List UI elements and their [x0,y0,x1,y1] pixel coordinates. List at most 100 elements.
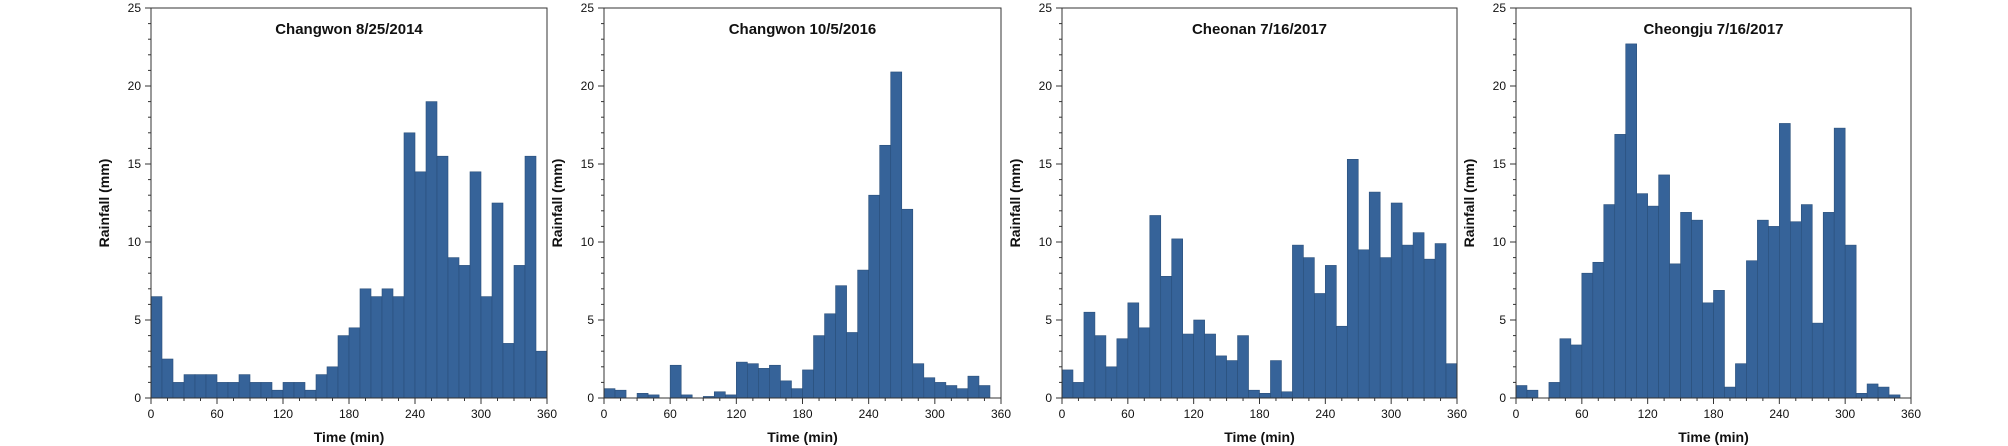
y-axis-label: Rainfall (mm) [1461,159,1477,248]
bar [535,350,548,399]
bar [1855,393,1868,399]
bar [1768,226,1780,399]
bar [1303,257,1315,399]
bar [337,335,350,399]
bar [879,144,892,399]
chart-panel-2: 0 5 10 15 20 25 0 60 120 180 240 300 360 Changwon 10/… [549,1,1011,445]
bar [1526,389,1539,399]
bar [736,361,748,399]
bar [669,364,682,399]
bar [491,202,504,399]
y-axis-label: Rainfall (mm) [96,159,112,248]
bar [194,374,207,399]
bar [436,155,449,399]
bar [824,313,836,399]
bar [150,296,163,399]
bar [403,132,416,399]
bar [1105,366,1118,399]
bar [1713,290,1725,399]
y-tick-label: 10 [1039,235,1053,249]
bar [923,377,936,399]
bar [747,363,759,399]
bar [1691,219,1703,399]
bar [1724,386,1736,399]
y-tick-label: 5 [587,313,594,327]
bar [1204,333,1216,399]
bar [469,171,482,399]
bar [1877,386,1890,399]
y-tick-label: 20 [1039,79,1053,93]
bar [392,296,405,399]
bar [1193,319,1205,399]
chart-panel-4: 0 5 10 15 20 25 0 60 120 180 240 300 360 Cheongju 7/1… [1461,1,1921,445]
bar [1127,302,1140,399]
bar [791,388,803,399]
bar [846,332,858,399]
x-tick-label: 360 [991,407,1011,421]
x-tick-label: 180 [1249,407,1269,421]
y-axis-label: Rainfall (mm) [549,159,565,248]
bar [502,343,515,399]
y-tick-label: 5 [1045,313,1052,327]
bar [1757,219,1769,399]
bar [1746,260,1758,399]
bar [1866,383,1879,399]
y-tick-label: 15 [1039,157,1053,171]
bar [1083,311,1096,399]
bar [901,208,914,399]
bar [1237,335,1249,399]
y-tick-label: 0 [1499,391,1506,405]
bar [603,388,616,399]
y-tick-label: 10 [1493,235,1507,249]
bar [414,171,427,399]
bar [1625,43,1637,399]
bar [183,374,196,399]
x-tick-label: 300 [1835,407,1855,421]
bar [1800,204,1813,399]
bar [1259,393,1271,399]
bar [458,265,471,399]
bar [1368,191,1381,399]
y-tick-label: 10 [581,235,595,249]
bar [1412,232,1425,399]
bar [890,71,903,399]
bar [1548,382,1561,399]
bar [1171,238,1183,399]
bar [945,385,958,399]
y-tick-label: 20 [128,79,142,93]
bar [1779,123,1791,399]
bar [282,382,295,399]
bar [1735,363,1747,399]
bar [1515,385,1528,399]
bar [326,366,339,399]
x-tick-label: 60 [1575,407,1589,421]
bar [1434,243,1447,399]
x-axis-label: Time (min) [767,429,838,445]
bar [713,391,726,399]
bar [1094,335,1107,399]
bar [802,369,814,399]
bar [1292,244,1304,399]
chart-panel-3: 0 5 10 15 20 25 0 60 120 180 240 300 360 Cheonan 7/16… [1007,1,1467,445]
bar [227,382,240,399]
bar [1072,382,1085,399]
bar [1811,322,1824,399]
x-tick-label: 120 [1638,407,1658,421]
bar [1357,249,1370,399]
y-tick-label: 5 [1499,313,1506,327]
bar [1581,272,1594,399]
bar [614,389,627,399]
bar [172,382,185,399]
plot-frame [603,7,1002,399]
bar [1281,391,1293,399]
bar [1702,302,1714,399]
bar [425,101,438,399]
x-tick-label: 0 [601,407,608,421]
bar [857,269,869,399]
bar [1336,325,1348,399]
x-tick-label: 0 [1059,407,1066,421]
bar [1390,202,1403,399]
y-axis-label: Rainfall (mm) [1007,159,1023,248]
bar [1160,276,1173,399]
